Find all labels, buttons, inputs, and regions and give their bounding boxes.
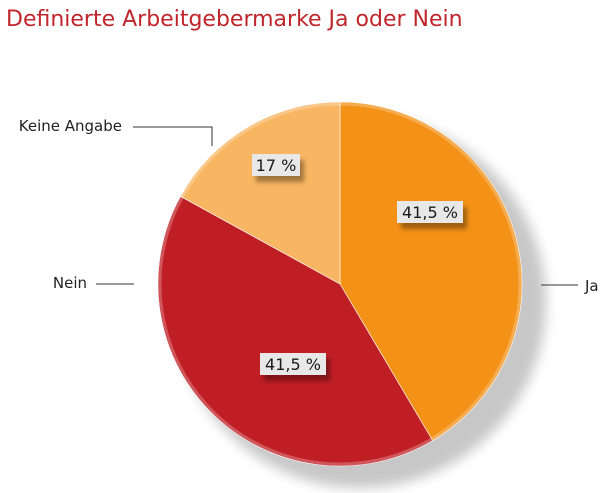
pie-slice-nein [157, 195, 434, 467]
value-label-text: 41,5 % [265, 355, 321, 374]
pie-slice-ja [339, 101, 523, 442]
leader-lines [96, 126, 578, 286]
value-labels: 41,5 % 41,5 % 17 % [252, 154, 467, 381]
value-label-nein: 41,5 % [260, 353, 330, 381]
pie-slice-keine-angabe [180, 101, 341, 285]
category-label-keine-angabe: Keine Angabe [19, 117, 122, 135]
value-label-text: 17 % [256, 156, 297, 175]
value-label-ja: 41,5 % [397, 201, 467, 229]
pie-slices [157, 101, 523, 467]
category-labels: Ja Nein Keine Angabe [19, 117, 599, 295]
value-label-keine-angabe: 17 % [252, 154, 304, 182]
category-label-ja: Ja [584, 277, 599, 295]
pie-edge-highlight [158, 102, 522, 466]
value-label-box [252, 154, 300, 176]
category-label-nein: Nein [53, 274, 87, 292]
value-label-box [397, 201, 463, 223]
value-label-box [260, 353, 326, 375]
chart-title: Definierte Arbeitgebermarke Ja oder Nein [6, 7, 463, 32]
value-label-text: 41,5 % [402, 203, 458, 222]
leader-line-keine-angabe [133, 126, 213, 146]
